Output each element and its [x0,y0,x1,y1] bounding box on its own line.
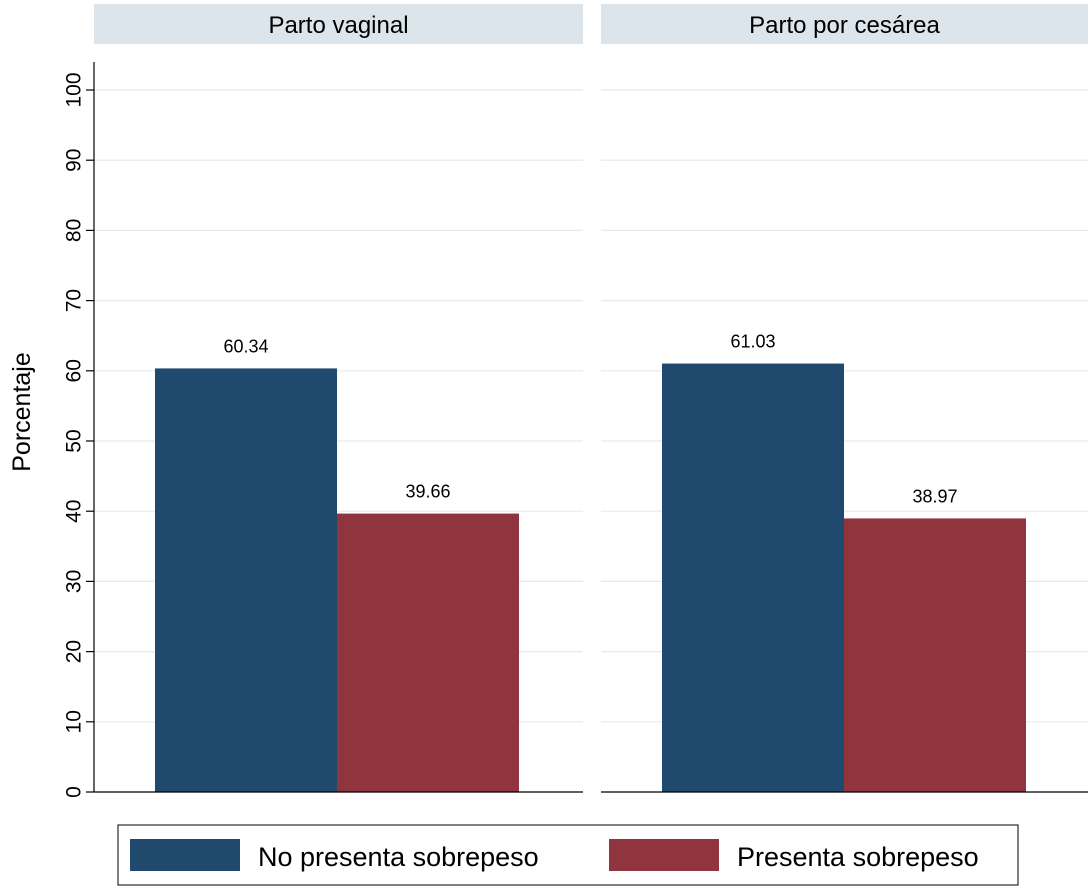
y-axis-ticks: 0 10 20 30 40 50 60 70 80 90 100 [63,72,94,798]
legend-label: No presenta sobrepeso [258,842,539,872]
legend: No presenta sobrepeso Presenta sobrepeso [117,824,1019,886]
panel-title: Parto vaginal [268,12,408,39]
data-labels: 60.34 39.66 61.03 38.97 [223,332,957,507]
y-tick-label: 70 [63,289,86,312]
bars [155,363,1026,792]
y-tick-label: 10 [63,710,86,733]
panel-header [94,4,583,44]
bar [155,368,337,792]
panel-header [601,4,1088,44]
y-tick-label: 30 [63,570,86,593]
panel-title: Parto por cesárea [749,12,940,39]
bar-value-label: 39.66 [405,482,450,502]
y-axis-label: Porcentaje [8,352,36,472]
bar-value-label: 38.97 [912,486,957,506]
panel-headers: Parto vaginal Parto por cesárea [94,4,1088,44]
y-tick-label: 60 [63,359,86,382]
legend-box [117,824,1019,886]
y-tick-label: 90 [63,149,86,172]
y-tick-label: 80 [63,219,86,242]
axes [93,62,1088,793]
bar-value-label: 60.34 [223,336,268,356]
bar [844,518,1026,792]
y-tick-label: 40 [63,500,86,523]
y-tick-label: 50 [63,429,86,452]
y-tick-label: 20 [63,640,86,663]
bar [337,513,519,792]
bar [662,363,844,792]
legend-swatch [609,839,719,871]
legend-swatch [130,839,240,871]
legend-label: Presenta sobrepeso [737,842,979,872]
y-tick-label: 100 [63,72,86,107]
y-tick-label: 0 [63,786,86,798]
bar-value-label: 61.03 [730,332,775,352]
